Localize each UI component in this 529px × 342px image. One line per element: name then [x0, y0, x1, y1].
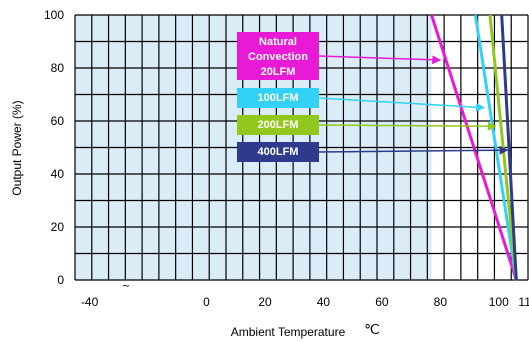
- y-tick-label: 100: [44, 8, 64, 22]
- legend-label-2-line-0: 200LFM: [258, 119, 299, 131]
- legend-label-3-line-0: 400LFM: [258, 146, 299, 158]
- x-tick-label: 20: [258, 295, 272, 309]
- legend-box-2: [237, 115, 319, 135]
- legend-box-0: [237, 32, 319, 80]
- legend-label-0-line-2: 20LFM: [261, 66, 296, 78]
- x-axis-label: Ambient Temperature: [231, 325, 346, 339]
- x-tick-label: -40: [81, 295, 99, 309]
- x-tick-label: 110: [518, 295, 529, 309]
- y-tick-label: 80: [51, 61, 65, 75]
- y-axis-label: Output Power (%): [10, 100, 24, 195]
- legend-box-3: [237, 142, 319, 162]
- series-line-3: [500, 14, 518, 281]
- y-tick-label: 60: [51, 114, 65, 128]
- x-tick-label: 80: [434, 295, 448, 309]
- x-tick-label: 40: [317, 295, 331, 309]
- axis-break-symbol: ~: [122, 279, 129, 293]
- legend-label-1-line-0: 100LFM: [258, 92, 299, 104]
- legend-box-1: [237, 88, 319, 108]
- series-line-0: [430, 14, 518, 281]
- legend-arrow-0: [318, 55, 442, 65]
- x-axis-unit: ℃: [364, 321, 380, 337]
- y-tick-label: 40: [51, 167, 65, 181]
- tick-labels: -40 0 20 40 60 80 100 110 0 20 40 60 80 100 ~: [44, 8, 529, 309]
- grid: [74, 14, 529, 281]
- legend-arrow-3: [318, 145, 509, 155]
- x-tick-label: 60: [375, 295, 389, 309]
- x-tick-label: 100: [489, 295, 509, 309]
- x-tick-label: 0: [203, 295, 210, 309]
- legend-arrow-1: [318, 97, 486, 112]
- legend-label-0-line-0: Natural: [259, 36, 297, 48]
- series-line-1: [473, 14, 518, 281]
- y-tick-label: 0: [57, 273, 64, 287]
- legend-arrow-2: [318, 121, 497, 131]
- legend: Natural Convection 20LFM 100LFM 200LFM 400LFM: [237, 32, 509, 162]
- y-tick-label: 20: [51, 220, 65, 234]
- legend-label-0-line-1: Convection: [248, 51, 308, 63]
